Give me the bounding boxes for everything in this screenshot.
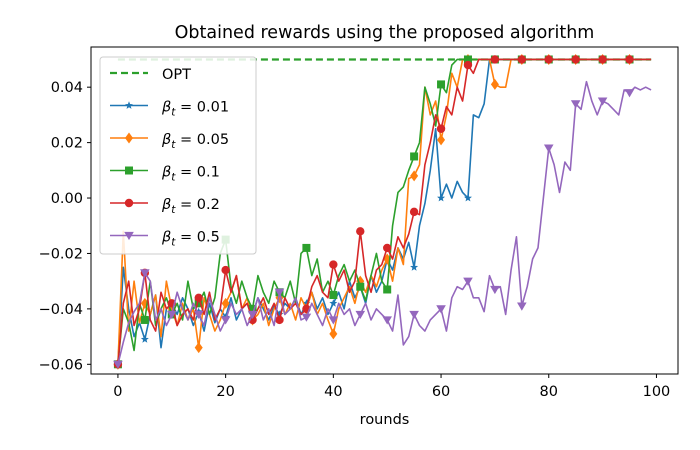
series-5-marker [382, 316, 392, 325]
legend-label: βt = 0.05 [161, 132, 229, 151]
series-5-marker [301, 313, 312, 322]
series-5-marker [490, 285, 500, 295]
series-3-marker [302, 243, 311, 252]
series-4-marker [329, 260, 338, 269]
legend-swatch-marker [124, 198, 134, 208]
series-4-marker [463, 60, 473, 70]
series-5-marker [436, 305, 446, 314]
legend-box [99, 56, 257, 255]
series-line-4 [117, 58, 652, 365]
y-tick-label: −0.04 [39, 302, 83, 318]
legend-opt-label: OPT [162, 67, 191, 83]
y-tick-label: −0.06 [39, 357, 83, 373]
legend-entry-2: βt = 0.05 [110, 132, 229, 151]
series-5-marker [220, 316, 231, 325]
series-5-marker [517, 302, 527, 311]
x-axis-label: rounds [360, 412, 410, 428]
series-4-marker [544, 55, 553, 64]
series-4-marker [436, 124, 446, 133]
x-tick-label: 20 [216, 384, 234, 400]
axes-frame [90, 46, 679, 375]
series-1-marker [437, 193, 446, 202]
series-4-marker [598, 55, 607, 64]
chart-title: Obtained rewards using the proposed algo… [175, 23, 595, 43]
legend-label: βt = 0.5 [161, 230, 220, 249]
series-5-marker [463, 277, 473, 286]
series-5-marker [597, 97, 608, 106]
series-5 [113, 80, 652, 369]
series-5-marker [166, 310, 177, 320]
series-3-marker [248, 304, 257, 313]
y-tick-label: 0.00 [51, 191, 83, 207]
series-3-marker [194, 299, 203, 308]
y-tick-label: −0.02 [39, 246, 83, 262]
series-5-marker [193, 310, 204, 320]
series-5-marker [274, 288, 285, 297]
series-3-marker [356, 282, 365, 291]
series-3-marker [383, 285, 392, 294]
plot-area [113, 53, 652, 370]
series-1-marker [302, 299, 311, 307]
legend-swatch-marker [125, 101, 133, 109]
series-4-marker [356, 227, 365, 236]
series-5-marker [409, 310, 419, 320]
series-3-marker [329, 291, 338, 300]
legend-swatch-marker [125, 166, 133, 175]
series-5-marker [247, 310, 258, 320]
series-4-marker [517, 55, 527, 64]
series-3-marker [410, 152, 419, 161]
x-tick-label: 40 [324, 384, 342, 400]
series-4-marker [409, 207, 419, 217]
series-1-marker [329, 299, 338, 307]
legend-label: βt = 0.01 [161, 100, 229, 119]
series-5-marker [543, 144, 554, 153]
series-5-marker [355, 310, 366, 320]
legend-label: βt = 0.2 [161, 197, 220, 216]
series-1-marker [140, 335, 149, 343]
series-5-marker [113, 360, 123, 369]
legend-entry-1: βt = 0.01 [110, 100, 229, 119]
legend-entry-4: βt = 0.2 [110, 197, 220, 216]
y-axis: −0.06 −0.04 −0.02 0.00 0.02 0.04 [39, 80, 91, 373]
x-tick-label: 80 [540, 384, 558, 400]
series-4-marker [625, 55, 634, 64]
series-4-marker [490, 55, 500, 64]
series-4-marker [275, 315, 284, 325]
series-2-marker [194, 342, 203, 354]
x-tick-label: 60 [432, 384, 450, 400]
legend: OPT βt = 0.01 βt = 0.05 βt = 0.1 βt = 0.2 βt … [99, 56, 257, 255]
series-2-marker [437, 134, 446, 146]
series-4-marker [382, 243, 392, 253]
series-5-marker [570, 100, 581, 109]
series-3-marker [437, 80, 446, 89]
series-2-marker [490, 78, 499, 90]
legend-swatch-marker [125, 132, 133, 144]
series-2-marker [221, 297, 230, 309]
series-1-marker [410, 263, 419, 271]
series-3-marker [140, 315, 149, 324]
legend-swatch-marker [124, 231, 134, 241]
series-5-marker [328, 316, 339, 325]
series-2-marker [329, 328, 338, 340]
series-2-marker [410, 170, 419, 182]
x-tick-label: 100 [643, 384, 671, 400]
series-4-marker [571, 55, 580, 64]
series-1-marker [463, 193, 472, 202]
series-4-marker [221, 265, 230, 275]
legend-label: βt = 0.1 [161, 165, 220, 184]
series-4-marker [194, 293, 203, 302]
series-1-marker [275, 310, 284, 318]
series-3-marker [463, 55, 472, 64]
x-axis: 0 20 40 60 80 100 [113, 374, 670, 400]
series-5-marker [624, 89, 635, 98]
series-5-marker [140, 269, 150, 278]
series-4 [113, 55, 652, 369]
y-tick-label: 0.04 [51, 80, 83, 96]
x-tick-label: 0 [113, 384, 122, 400]
legend-entry-5: βt = 0.5 [110, 230, 220, 249]
legend-entry-3: βt = 0.1 [110, 165, 220, 184]
y-tick-label: 0.02 [51, 136, 83, 152]
